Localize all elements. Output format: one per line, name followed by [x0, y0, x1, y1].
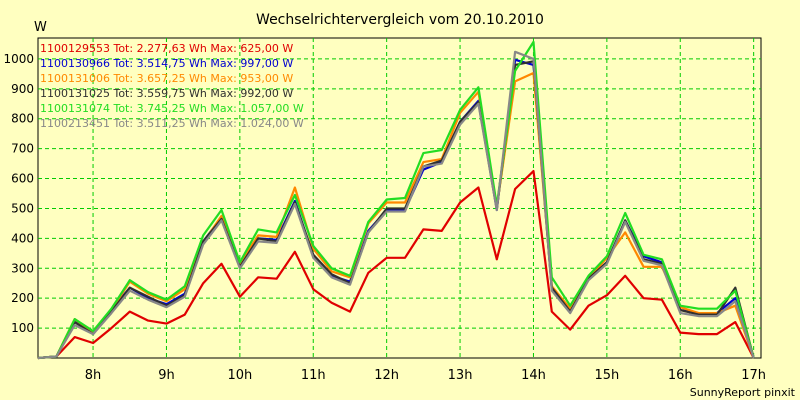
y-tick-label: 500: [11, 201, 34, 215]
legend-entry-1100129553: 1100129553 Tot: 2.277,63 Wh Max: 625,00 …: [40, 42, 293, 55]
y-tick-label: 900: [11, 82, 34, 96]
legend-entry-1100131025: 1100131025 Tot: 3.559,75 Wh Max: 992,00 …: [40, 87, 293, 100]
legend-entry-1100131006: 1100131006 Tot: 3.657,25 Wh Max: 953,00 …: [40, 72, 293, 85]
footer-credit: SunnyReport pinxit: [690, 386, 796, 399]
x-tick-label: 15h: [594, 368, 619, 383]
x-tick-label: 11h: [301, 368, 326, 383]
plot-area: [37, 37, 762, 359]
y-tick-label: 100: [11, 321, 34, 335]
legend-entry-1100130966: 1100130966 Tot: 3.514,75 Wh Max: 997,00 …: [40, 57, 293, 70]
x-tick-label: 13h: [448, 368, 473, 383]
legend-entry-1100213451: 1100213451 Tot: 3.511,25 Wh Max: 1.024,0…: [40, 117, 304, 130]
y-tick-label: 200: [11, 291, 34, 305]
series-line-1100131006: [37, 71, 755, 360]
x-tick-label: 12h: [374, 368, 399, 383]
series-line-1100213451: [37, 50, 755, 360]
y-tick-label: 1000: [3, 52, 34, 66]
y-tick-label: 400: [11, 231, 34, 245]
y-tick-label: 600: [11, 172, 34, 186]
series-line-1100129553: [37, 170, 755, 360]
legend: 1100129553 Tot: 2.277,63 Wh Max: 625,00 …: [40, 42, 304, 130]
chart-title: Wechselrichtervergleich vom 20.10.2010: [256, 12, 544, 28]
y-axis-unit-label: W: [34, 20, 47, 35]
x-tick-label: 10h: [227, 368, 252, 383]
series-lines: [37, 40, 755, 360]
x-tick-label: 9h: [158, 368, 175, 383]
x-tick-label: 14h: [521, 368, 546, 383]
x-tick-label: 16h: [668, 368, 693, 383]
y-tick-label: 700: [11, 142, 34, 156]
x-tick-label: 8h: [85, 368, 102, 383]
legend-entry-1100131074: 1100131074 Tot: 3.745,25 Wh Max: 1.057,0…: [40, 102, 304, 115]
y-tick-label: 300: [11, 261, 34, 275]
x-tick-label: 17h: [741, 368, 766, 383]
series-line-1100131074: [37, 40, 755, 360]
axis-ticks: 100 200 300 400 500 600 700 800 900 1000 8h 9h 10h 11…: [3, 52, 766, 383]
y-tick-label: 800: [11, 112, 34, 126]
